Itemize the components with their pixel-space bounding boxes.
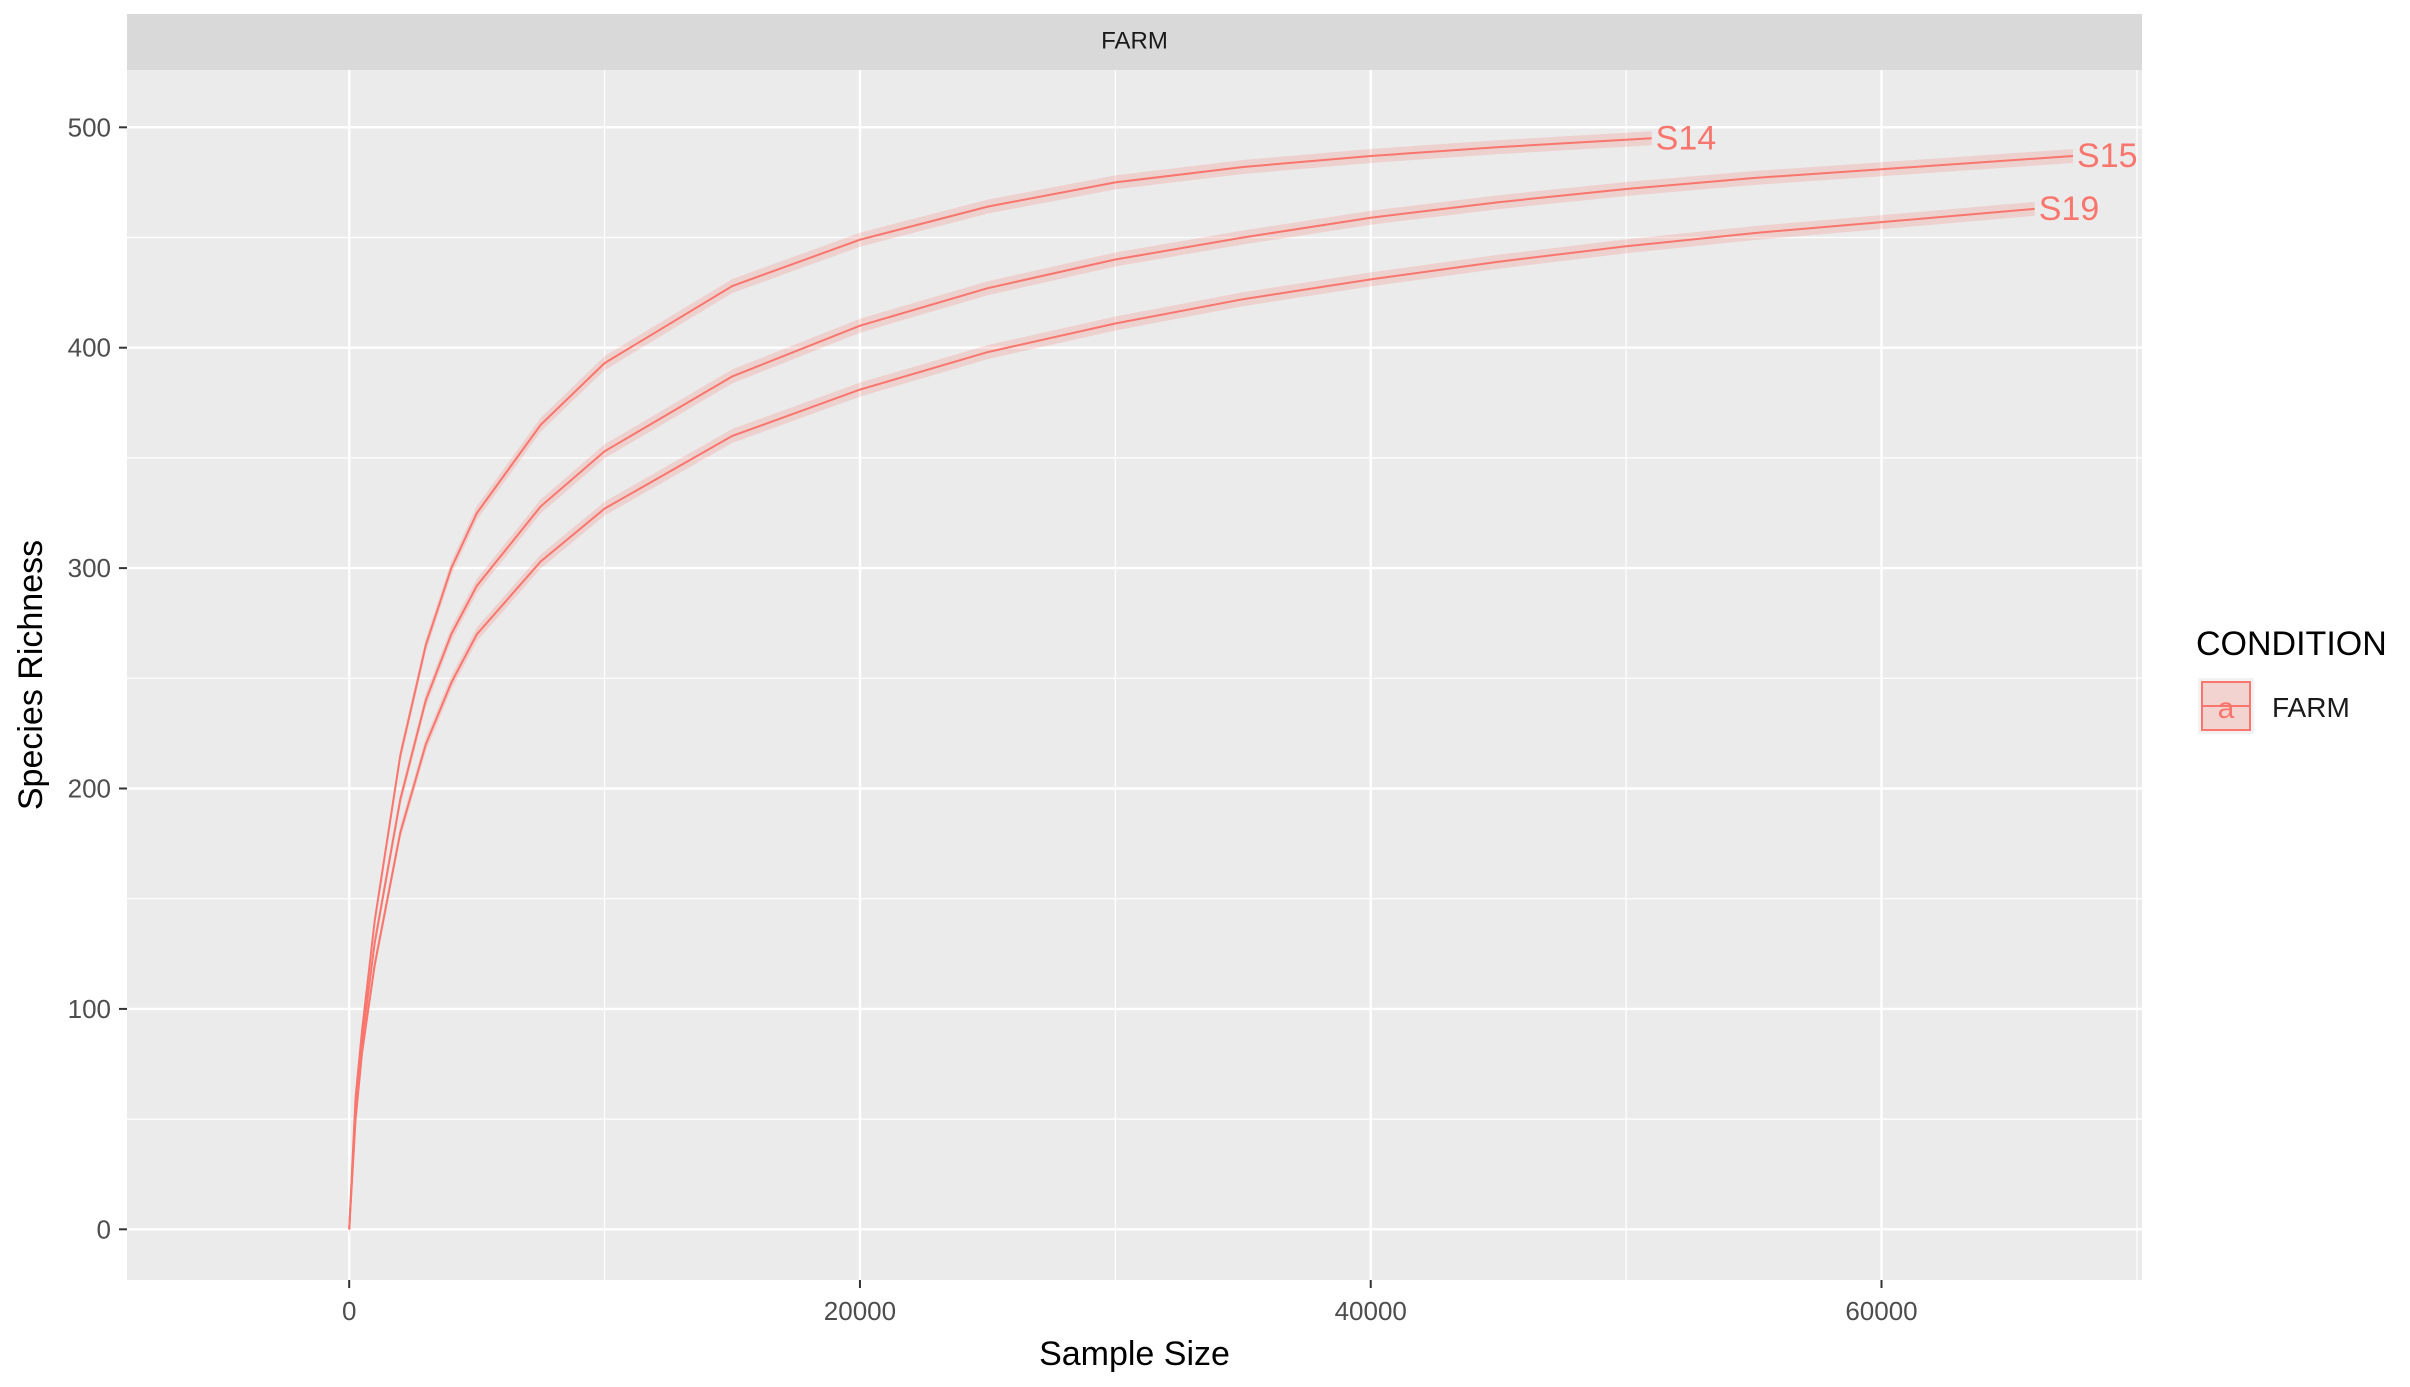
legend-entry-label: FARM xyxy=(2272,692,2350,723)
series-label-s19: S19 xyxy=(2039,190,2100,228)
y-axis-title: Species Richness xyxy=(12,540,50,810)
y-tick-label: 200 xyxy=(68,774,111,804)
series-label-s15: S15 xyxy=(2077,137,2138,175)
grid-major xyxy=(127,70,2142,1280)
y-tick-label: 500 xyxy=(68,112,111,142)
y-axis: 0 100 200 300 400 500 xyxy=(68,112,127,1244)
y-tick-label: 0 xyxy=(97,1214,111,1244)
legend: CONDITION a FARM xyxy=(2196,625,2387,734)
x-tick-label: 40000 xyxy=(1335,1296,1407,1326)
plot-panel xyxy=(127,70,2142,1280)
series-line-s15 xyxy=(348,155,2074,1230)
legend-title: CONDITION xyxy=(2196,625,2387,663)
x-axis: 0 20000 40000 60000 xyxy=(342,1280,1918,1326)
x-tick-label: 60000 xyxy=(1845,1296,1917,1326)
y-tick-label: 100 xyxy=(68,994,111,1024)
y-tick-label: 400 xyxy=(68,333,111,363)
x-axis-title: Sample Size xyxy=(1039,1335,1230,1373)
legend-key-glyph: a xyxy=(2218,692,2235,725)
facet-strip-label: FARM xyxy=(1101,27,1168,54)
series-labels: S14 S15 S19 xyxy=(1656,119,2138,228)
y-tick-label: 300 xyxy=(68,553,111,583)
series-line-s19 xyxy=(348,207,2035,1230)
series-line-s14 xyxy=(348,137,1652,1230)
facet-strip xyxy=(127,14,2142,70)
series-layer xyxy=(348,131,2074,1237)
series-label-s14: S14 xyxy=(1656,119,1717,157)
grid-minor xyxy=(127,70,2142,1280)
x-tick-label: 0 xyxy=(342,1296,356,1326)
x-tick-label: 20000 xyxy=(824,1296,896,1326)
